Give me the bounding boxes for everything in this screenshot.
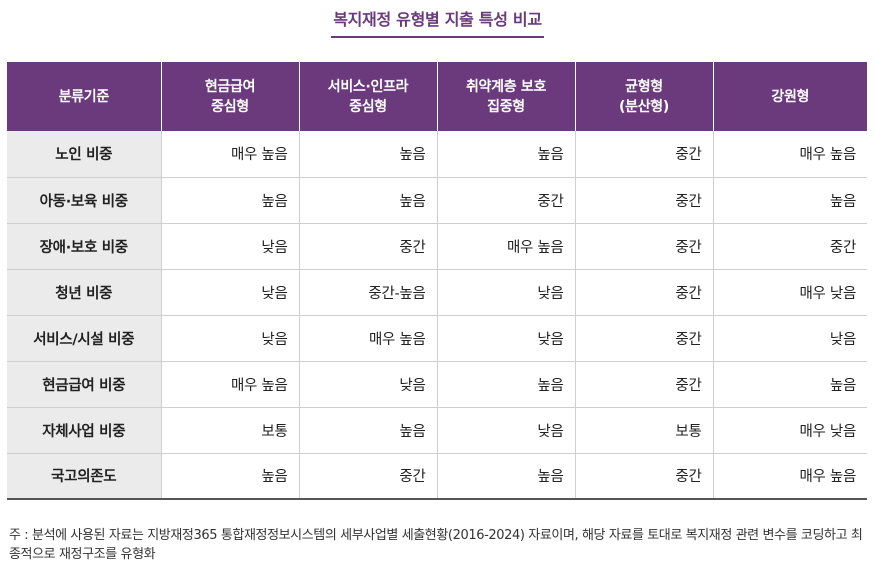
- table-cell: 매우 높음: [160, 361, 299, 408]
- table-cell: 중간: [298, 453, 437, 499]
- table-row: 서비스/시설 비중 낮음 매우 높음 낮음 중간 낮음: [7, 315, 867, 362]
- table-cell: 중간: [574, 453, 713, 499]
- table-cell: 중간: [574, 223, 713, 270]
- table-cell: 낮음: [160, 223, 299, 270]
- table-cell: 낮음: [712, 315, 867, 362]
- table-cell: 중간: [436, 177, 575, 224]
- table-cell: 높음: [436, 131, 575, 178]
- table-body: 노인 비중 매우 높음 높음 높음 중간 매우 높음 아동·보육 비중 높음 높음 중간 중간 높음 장…: [7, 131, 867, 499]
- column-header-line: 중심형: [349, 98, 387, 115]
- table-cell: 보통: [574, 407, 713, 454]
- column-header-line: 균형형: [625, 78, 663, 95]
- table-cell: 중간: [574, 315, 713, 362]
- table-row: 아동·보육 비중 높음 높음 중간 중간 높음: [7, 177, 867, 224]
- table-cell: 매우 낮음: [712, 407, 867, 454]
- row-label: 청년 비중: [7, 269, 161, 316]
- table-row: 현금급여 비중 매우 높음 낮음 높음 중간 높음: [7, 361, 867, 408]
- table-cell: 매우 높음: [160, 131, 299, 178]
- column-header: 강원형: [712, 62, 867, 131]
- table-cell: 낮음: [436, 407, 575, 454]
- page-title: 복지재정 유형별 지출 특성 비교: [331, 4, 544, 38]
- table-row: 국고의존도 높음 중간 높음 중간 매우 높음: [7, 453, 867, 499]
- table-cell: 보통: [160, 407, 299, 454]
- table-cell: 매우 높음: [712, 453, 867, 499]
- table-cell: 높음: [712, 361, 867, 408]
- table-row: 장애·보호 비중 낮음 중간 매우 높음 중간 중간: [7, 223, 867, 270]
- column-header-line: 서비스·인프라: [327, 78, 409, 95]
- column-header-line: 취약계층 보호: [465, 78, 547, 95]
- table-cell: 중간-높음: [298, 269, 437, 316]
- table-row: 노인 비중 매우 높음 높음 높음 중간 매우 높음: [7, 131, 867, 178]
- table-cell: 높음: [436, 361, 575, 408]
- table-cell: 높음: [160, 453, 299, 499]
- table-header: 분류기준 현금급여 중심형 서비스·인프라 중심형 취약계층 보호 집중형 균형형 (분산형) 강…: [7, 62, 867, 131]
- row-label: 국고의존도: [7, 453, 161, 499]
- column-header: 균형형 (분산형): [574, 62, 713, 131]
- column-header-line: 중심형: [211, 98, 249, 115]
- column-header-line: 집중형: [487, 98, 525, 115]
- comparison-table: 분류기준 현금급여 중심형 서비스·인프라 중심형 취약계층 보호 집중형 균형형 (분산형) 강…: [7, 62, 867, 500]
- column-header-line: 분류기준: [58, 88, 110, 105]
- table-cell: 매우 높음: [436, 223, 575, 270]
- table-cell: 중간: [712, 223, 867, 270]
- table-cell: 낮음: [298, 361, 437, 408]
- table-cell: 중간: [574, 131, 713, 178]
- table-row: 청년 비중 낮음 중간-높음 낮음 중간 매우 낮음: [7, 269, 867, 316]
- row-label: 현금급여 비중: [7, 361, 161, 408]
- header-row: 분류기준 현금급여 중심형 서비스·인프라 중심형 취약계층 보호 집중형 균형형 (분산형) 강…: [7, 62, 867, 131]
- column-header: 분류기준: [7, 62, 161, 131]
- row-label: 자체사업 비중: [7, 407, 161, 454]
- table-cell: 중간: [298, 223, 437, 270]
- table-cell: 높음: [298, 131, 437, 178]
- row-label: 장애·보호 비중: [7, 223, 161, 270]
- title-wrap: 복지재정 유형별 지출 특성 비교: [0, 4, 875, 38]
- column-header-line: 강원형: [771, 88, 810, 105]
- table-cell: 낮음: [160, 269, 299, 316]
- table-cell: 중간: [574, 177, 713, 224]
- table-cell: 높음: [298, 407, 437, 454]
- row-label: 아동·보육 비중: [7, 177, 161, 224]
- table-row: 자체사업 비중 보통 높음 낮음 보통 매우 낮음: [7, 407, 867, 454]
- footnote: 주 : 분석에 사용된 자료는 지방재정365 통합재정정보시스템의 세부사업별…: [9, 528, 863, 562]
- row-label: 서비스/시설 비중: [7, 315, 161, 362]
- table-cell: 낮음: [160, 315, 299, 362]
- column-header-line: (분산형): [619, 98, 669, 115]
- table-cell: 높음: [160, 177, 299, 224]
- table-cell: 낮음: [436, 315, 575, 362]
- table-cell: 높음: [436, 453, 575, 499]
- table-cell: 매우 높음: [298, 315, 437, 362]
- table-cell: 매우 낮음: [712, 269, 867, 316]
- row-label: 노인 비중: [7, 131, 161, 178]
- table-cell: 높음: [298, 177, 437, 224]
- table-cell: 높음: [712, 177, 867, 224]
- table-cell: 매우 높음: [712, 131, 867, 178]
- table-cell: 중간: [574, 361, 713, 408]
- column-header-line: 현금급여: [204, 78, 256, 95]
- table-cell: 낮음: [436, 269, 575, 316]
- table-cell: 중간: [574, 269, 713, 316]
